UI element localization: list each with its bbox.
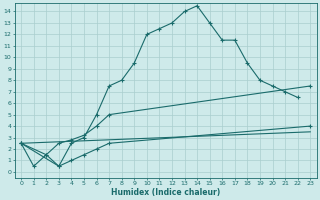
X-axis label: Humidex (Indice chaleur): Humidex (Indice chaleur): [111, 188, 220, 197]
